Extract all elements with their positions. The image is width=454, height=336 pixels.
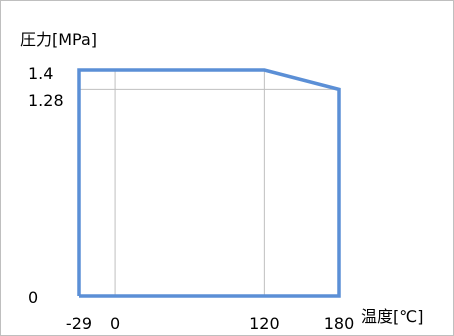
- x-tick-label: 0: [110, 314, 120, 333]
- x-tick-label: 180: [324, 314, 355, 333]
- y-tick-label: 1.28: [28, 91, 64, 110]
- grid-layer: [79, 70, 339, 296]
- axis-layer: [78, 70, 339, 297]
- pressure-temperature-series-line: [77, 68, 341, 298]
- y-tick-label: 0: [28, 288, 38, 307]
- x-tick-label: -29: [66, 314, 92, 333]
- series-layer: [77, 68, 341, 298]
- y-axis-title: 圧力[MPa]: [20, 30, 97, 49]
- y-tick-label: 1.4: [28, 64, 53, 83]
- tick-label-layer: -29 0 120 180 0 1.28 1.4: [28, 64, 354, 333]
- x-tick-label: 120: [249, 314, 280, 333]
- x-axis-title: 温度[℃]: [361, 307, 423, 326]
